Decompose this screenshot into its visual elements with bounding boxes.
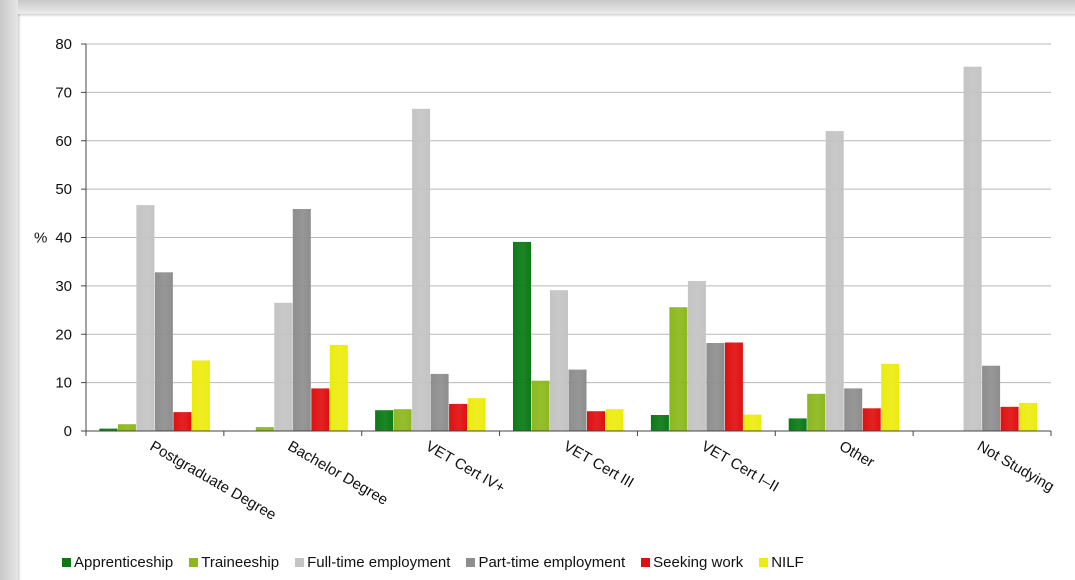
- tick-labels: 0 10 20 30 40 50 60 70 80% Postgraduate Degree Bac…: [34, 36, 1057, 524]
- bar-nilf-0: [191, 360, 210, 431]
- bar-traineeship-0: [117, 424, 136, 431]
- bar-seeking-work-5: [862, 408, 881, 431]
- bar-apprenticeship-3: [513, 241, 531, 431]
- bar-traineeship-1: [255, 427, 274, 431]
- legend-label: Traineeship: [201, 553, 280, 571]
- bar-full-time-employment-6: [963, 66, 982, 431]
- bar-part-time-employment-0: [154, 272, 173, 431]
- bar-part-time-employment-3: [568, 369, 587, 431]
- bar-full-time-employment-5: [825, 131, 844, 431]
- axes: [81, 43, 1052, 436]
- x-tick-label: Postgraduate Degree: [147, 438, 279, 524]
- y-axis-label: %: [34, 230, 47, 247]
- y-tick-label: 80: [55, 36, 72, 53]
- bar-traineeship-2: [393, 409, 412, 431]
- bar-nilf-3: [605, 409, 624, 431]
- legend-swatch: [62, 557, 71, 567]
- legend-label: Seeking work: [653, 553, 744, 571]
- y-tick-label: 20: [55, 326, 72, 343]
- frame-top-border: [0, 0, 1075, 14]
- bar-seeking-work-3: [587, 411, 605, 431]
- bar-nilf-5: [881, 363, 900, 431]
- bar-part-time-employment-6: [982, 365, 1001, 431]
- legend-item: Seeking work: [641, 554, 743, 571]
- y-tick-label: 40: [55, 230, 72, 247]
- legend-swatch: [466, 557, 476, 567]
- x-tick-label: VET Cert IV+: [423, 438, 508, 497]
- bar-nilf-1: [329, 344, 348, 431]
- y-tick-label: 0: [64, 423, 72, 440]
- legend-swatch: [189, 557, 199, 567]
- bar-traineeship-5: [807, 393, 826, 431]
- bars: [99, 66, 1038, 432]
- bar-part-time-employment-1: [292, 209, 311, 431]
- legend-label: Apprenticeship: [74, 553, 174, 571]
- y-tick-label: 10: [55, 375, 72, 392]
- legend-item: Apprenticeship: [62, 554, 173, 571]
- legend-label: Full-time employment: [307, 553, 451, 571]
- y-tick-label: 30: [55, 278, 72, 295]
- x-tick-label: VET Cert I–II: [698, 438, 781, 496]
- bar-full-time-employment-3: [550, 290, 568, 431]
- bar-seeking-work-0: [173, 412, 192, 431]
- bar-seeking-work-2: [449, 403, 468, 431]
- bar-apprenticeship-4: [650, 415, 669, 431]
- frame-top-shadow: [18, 14, 1075, 17]
- bar-apprenticeship-5: [788, 418, 807, 431]
- bar-full-time-employment-4: [687, 281, 706, 431]
- bar-traineeship-3: [531, 380, 550, 431]
- frame-left-border: [0, 0, 18, 580]
- y-tick-label: 60: [55, 133, 72, 150]
- bar-apprenticeship-2: [375, 410, 394, 431]
- bar-part-time-employment-5: [844, 388, 863, 431]
- x-tick-label: Not Studying: [974, 438, 1057, 496]
- legend-item: Traineeship: [189, 554, 279, 571]
- legend-item: NILF: [759, 554, 804, 571]
- bar-part-time-employment-2: [430, 373, 449, 431]
- legend-swatch: [759, 557, 769, 567]
- bar-nilf-6: [1019, 402, 1038, 431]
- bar-full-time-employment-1: [274, 302, 293, 431]
- legend-swatch: [295, 557, 305, 567]
- bar-nilf-4: [743, 414, 762, 431]
- bar-seeking-work-1: [311, 388, 330, 431]
- bar-full-time-employment-0: [136, 205, 155, 431]
- y-tick-label: 50: [55, 181, 72, 198]
- legend: Apprenticeship Traineeship Full-time emplo…: [62, 551, 804, 573]
- gridlines: [86, 43, 1051, 384]
- legend-item: Part-time employment: [466, 554, 625, 571]
- y-tick-label: 70: [55, 84, 72, 101]
- legend-label: Part-time employment: [478, 553, 626, 571]
- bar-full-time-employment-2: [412, 108, 431, 432]
- legend-item: Full-time employment: [295, 554, 450, 571]
- bar-apprenticeship-0: [99, 428, 118, 431]
- bar-traineeship-4: [669, 307, 688, 431]
- legend-swatch: [641, 557, 651, 567]
- bar-part-time-employment-4: [706, 343, 725, 431]
- frame-left-shadow: [18, 14, 21, 580]
- bar-nilf-2: [467, 398, 486, 431]
- bar-seeking-work-6: [1000, 406, 1019, 431]
- x-tick-label: Other: [836, 438, 877, 471]
- x-tick-label: VET Cert III: [561, 438, 637, 492]
- bar-seeking-work-4: [724, 342, 743, 431]
- x-tick-label: Bachelor Degree: [285, 438, 391, 509]
- legend-label: NILF: [771, 553, 804, 571]
